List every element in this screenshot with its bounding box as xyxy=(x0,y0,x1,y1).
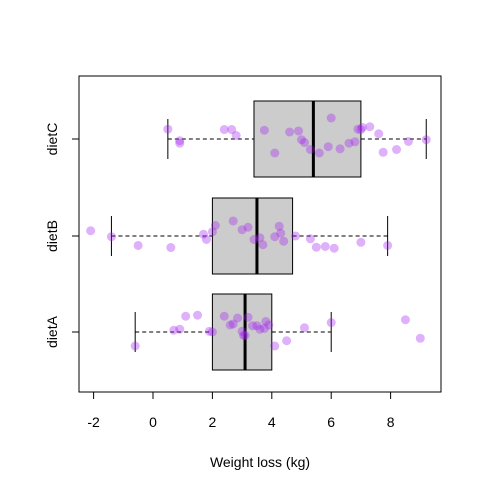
dietb-point xyxy=(243,222,253,232)
dieta-point xyxy=(204,326,214,336)
dietc-point xyxy=(175,138,185,148)
y-tick-label: dietC xyxy=(44,123,60,156)
dietb-point xyxy=(255,233,265,243)
dietb-point xyxy=(291,231,301,241)
dieta-point xyxy=(169,325,179,335)
dieta-point xyxy=(326,318,336,328)
dietc-point xyxy=(392,145,402,154)
dieta-point xyxy=(255,324,265,334)
dieta-point xyxy=(233,313,243,323)
dietb-point xyxy=(305,234,315,244)
dieta-point xyxy=(299,323,309,333)
dietb-point xyxy=(279,236,289,246)
dietc-point xyxy=(219,125,229,135)
y-tick-label: dietA xyxy=(44,315,60,348)
dietc-point xyxy=(335,144,345,154)
dieta-point xyxy=(228,319,238,329)
dietb-point xyxy=(228,216,238,226)
dietc-point xyxy=(314,148,324,158)
dietc-point xyxy=(270,148,280,158)
dieta-point xyxy=(181,311,191,321)
dietb-point xyxy=(198,229,208,239)
dieta-point xyxy=(282,336,292,346)
dietc-point xyxy=(403,136,413,146)
dietc-point xyxy=(421,135,431,145)
dietb-point xyxy=(329,243,339,253)
dieta-point xyxy=(400,315,410,325)
dietc-point xyxy=(323,142,333,152)
dietc-point xyxy=(378,147,388,157)
dietc-point xyxy=(175,136,185,146)
dietb-point xyxy=(86,226,96,236)
dieta-point xyxy=(247,321,257,331)
dieta-point xyxy=(264,320,274,330)
dieta-point xyxy=(259,324,269,333)
dietc-point xyxy=(285,127,295,137)
dieta-box xyxy=(211,293,273,371)
x-tick-label: 4 xyxy=(268,414,276,430)
x-tick-label: 2 xyxy=(209,414,217,430)
dieta-point xyxy=(261,317,271,326)
dietb-point xyxy=(201,235,211,244)
x-tick-label: 6 xyxy=(327,414,335,430)
y-axis: dietA dietB dietC xyxy=(44,123,80,348)
dietb-point xyxy=(207,227,217,237)
dietb-point xyxy=(106,232,116,242)
dietc-point xyxy=(227,125,237,135)
dietb-point xyxy=(311,242,321,252)
dietb-point xyxy=(276,228,286,238)
x-axis-title: Weight loss (kg) xyxy=(210,454,310,470)
dietb-point xyxy=(249,235,259,244)
dietc-point xyxy=(365,122,375,132)
dieta-point xyxy=(415,333,425,343)
dietb-point xyxy=(270,232,280,242)
dietc-point xyxy=(357,122,367,132)
dietc-box xyxy=(253,100,362,178)
dietc-point xyxy=(299,138,309,147)
dietc-point xyxy=(231,131,241,140)
x-tick-label: -2 xyxy=(87,414,100,430)
plot-layer xyxy=(86,100,431,371)
dietb-point xyxy=(383,240,393,250)
dietc-point xyxy=(259,125,269,135)
dietb-point xyxy=(210,221,220,230)
x-tick-label: 0 xyxy=(149,414,157,430)
dieta-point xyxy=(130,341,140,351)
dietc-point xyxy=(305,145,315,154)
dietc-point xyxy=(326,113,336,123)
dietb-point xyxy=(237,225,247,235)
dieta-point xyxy=(175,324,185,334)
dietc-point xyxy=(374,129,384,139)
dietb-point xyxy=(258,240,268,250)
dieta-point xyxy=(219,311,229,321)
dietb-point xyxy=(166,243,176,253)
dietc-point xyxy=(356,125,366,135)
dietc-point xyxy=(344,138,354,148)
x-tick-label: 8 xyxy=(387,414,395,430)
dieta-point xyxy=(252,321,262,331)
y-tick-label: dietB xyxy=(44,220,60,252)
dietb-point xyxy=(274,221,284,231)
dieta-point xyxy=(239,331,249,340)
dietb-box xyxy=(211,197,294,275)
dieta-point xyxy=(237,326,247,336)
dieta-point xyxy=(207,327,217,337)
dietc-point xyxy=(297,135,306,145)
dieta-point xyxy=(270,341,280,351)
dietc-point xyxy=(350,137,360,147)
dietc-point xyxy=(353,124,363,134)
dietb-point xyxy=(356,237,366,247)
dieta-point xyxy=(243,312,253,322)
dietc-point xyxy=(294,126,304,136)
dieta-point xyxy=(225,320,235,330)
dieta-point xyxy=(240,331,250,340)
dietb-point xyxy=(320,242,330,251)
dietc-point xyxy=(163,124,173,134)
x-axis: -2 0 2 4 6 8 xyxy=(87,391,395,430)
dieta-point xyxy=(193,310,203,320)
dietb-point xyxy=(133,240,143,250)
